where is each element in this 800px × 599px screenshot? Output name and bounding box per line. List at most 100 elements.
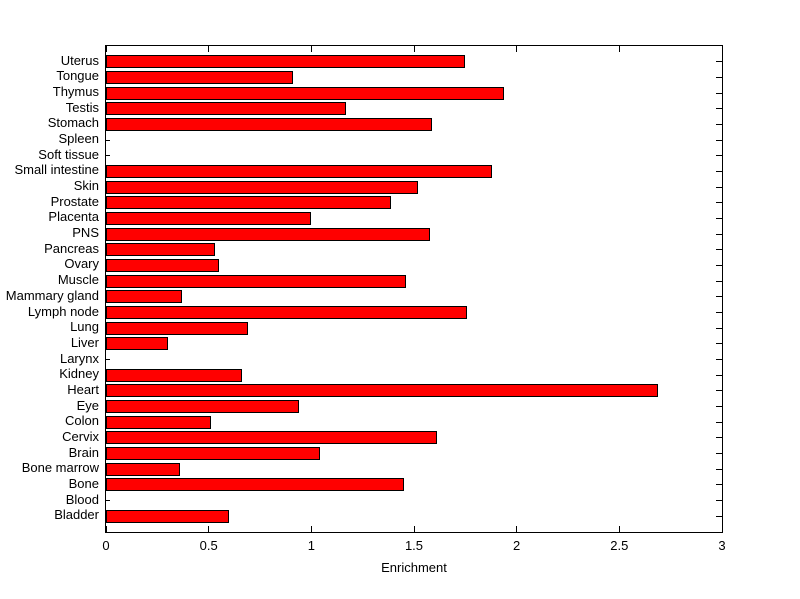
bar-liver bbox=[106, 337, 168, 351]
bar-mammary-gland bbox=[106, 290, 182, 304]
y-label-bladder: Bladder bbox=[54, 507, 99, 523]
y-tick-right bbox=[716, 217, 722, 219]
y-label-larynx: Larynx bbox=[59, 350, 99, 366]
y-tick-right bbox=[716, 233, 722, 235]
y-tick-right bbox=[716, 468, 722, 470]
x-tick-top bbox=[413, 46, 415, 52]
y-label-mammary-gland: Mammary gland bbox=[5, 287, 99, 303]
y-label-placenta: Placenta bbox=[48, 209, 99, 225]
bar-placenta bbox=[106, 211, 311, 225]
bar-cervix bbox=[106, 431, 437, 445]
x-tick-top bbox=[105, 46, 107, 52]
bar-bone-marrow bbox=[106, 462, 180, 476]
y-label-testis: Testis bbox=[65, 99, 99, 115]
y-label-lung: Lung bbox=[70, 319, 99, 335]
y-tick-right bbox=[716, 374, 722, 376]
y-tick-right bbox=[716, 296, 722, 298]
y-label-small-intestine: Small intestine bbox=[14, 162, 99, 178]
x-tick-bottom bbox=[105, 526, 107, 532]
bar-stomach bbox=[106, 117, 432, 131]
y-tick-right bbox=[716, 155, 722, 157]
y-tick-right bbox=[716, 61, 722, 63]
x-tick-top bbox=[516, 46, 518, 52]
y-label-lymph-node: Lymph node bbox=[27, 303, 99, 319]
y-tick-right bbox=[716, 406, 722, 408]
bar-thymus bbox=[106, 86, 504, 100]
y-label-kidney: Kidney bbox=[59, 366, 99, 382]
y-tick-right bbox=[716, 186, 722, 188]
bar-uterus bbox=[106, 55, 465, 69]
bar-prostate bbox=[106, 196, 391, 210]
bar-muscle bbox=[106, 274, 406, 288]
y-label-cervix: Cervix bbox=[62, 428, 99, 444]
x-tick-label-1.5: 1.5 bbox=[404, 538, 424, 553]
y-label-prostate: Prostate bbox=[50, 193, 99, 209]
y-tick-right bbox=[716, 108, 722, 110]
bar-bone bbox=[106, 478, 404, 492]
bar-lymph-node bbox=[106, 306, 467, 320]
x-tick-top bbox=[208, 46, 210, 52]
x-tick-label-2.5: 2.5 bbox=[610, 538, 629, 553]
x-tick-bottom bbox=[413, 526, 415, 532]
y-label-ovary: Ovary bbox=[64, 256, 99, 272]
y-tick-right bbox=[716, 421, 722, 423]
y-label-colon: Colon bbox=[65, 413, 99, 429]
y-label-brain: Brain bbox=[68, 444, 99, 460]
bar-eye bbox=[106, 400, 299, 414]
x-tick-top bbox=[618, 46, 620, 52]
y-tick-right bbox=[716, 437, 722, 439]
x-tick-bottom bbox=[721, 526, 723, 532]
y-tick-right bbox=[716, 280, 722, 282]
bar-pns bbox=[106, 227, 430, 241]
y-tick-right bbox=[716, 202, 722, 204]
y-label-tongue: Tongue bbox=[56, 68, 99, 84]
y-tick-right bbox=[716, 264, 722, 266]
y-tick-left bbox=[106, 155, 110, 157]
bar-tongue bbox=[106, 70, 293, 84]
y-label-liver: Liver bbox=[70, 334, 99, 350]
x-axis-label: Enrichment bbox=[381, 560, 447, 575]
y-label-soft-tissue: Soft tissue bbox=[38, 146, 99, 162]
y-label-eye: Eye bbox=[76, 397, 99, 413]
y-label-stomach: Stomach bbox=[47, 115, 99, 131]
y-tick-right bbox=[716, 515, 722, 517]
y-tick-right bbox=[716, 453, 722, 455]
x-tick-label-3: 3 bbox=[718, 538, 726, 553]
y-tick-right bbox=[716, 170, 722, 172]
y-tick-right bbox=[716, 484, 722, 486]
y-tick-right bbox=[716, 327, 722, 329]
y-label-uterus: Uterus bbox=[60, 52, 99, 68]
y-label-spleen: Spleen bbox=[58, 131, 99, 147]
y-label-pns: PNS bbox=[72, 225, 99, 241]
bar-ovary bbox=[106, 258, 219, 272]
y-tick-right bbox=[716, 343, 722, 345]
y-tick-left bbox=[106, 139, 110, 141]
x-tick-label-0.5: 0.5 bbox=[199, 538, 218, 553]
bar-testis bbox=[106, 102, 346, 116]
x-tick-top bbox=[721, 46, 723, 52]
y-label-bone: Bone bbox=[68, 475, 99, 491]
y-tick-right bbox=[716, 312, 722, 314]
x-tick-label-0: 0 bbox=[102, 538, 110, 553]
bar-pancreas bbox=[106, 243, 215, 257]
y-tick-left bbox=[106, 500, 110, 502]
x-tick-bottom bbox=[618, 526, 620, 532]
bar-lung bbox=[106, 321, 248, 335]
bar-bladder bbox=[106, 509, 229, 523]
bar-heart bbox=[106, 384, 658, 398]
y-label-muscle: Muscle bbox=[57, 272, 99, 288]
y-tick-right bbox=[716, 500, 722, 502]
x-tick-bottom bbox=[516, 526, 518, 532]
y-tick-right bbox=[716, 249, 722, 251]
y-tick-right bbox=[716, 92, 722, 94]
bar-skin bbox=[106, 180, 418, 194]
bar-brain bbox=[106, 447, 320, 461]
y-tick-right bbox=[716, 76, 722, 78]
y-tick-right bbox=[716, 123, 722, 125]
y-tick-left bbox=[106, 359, 110, 361]
x-tick-top bbox=[310, 46, 312, 52]
y-tick-right bbox=[716, 139, 722, 141]
y-label-heart: Heart bbox=[67, 381, 99, 397]
bar-kidney bbox=[106, 368, 242, 382]
x-tick-label-2: 2 bbox=[513, 538, 521, 553]
